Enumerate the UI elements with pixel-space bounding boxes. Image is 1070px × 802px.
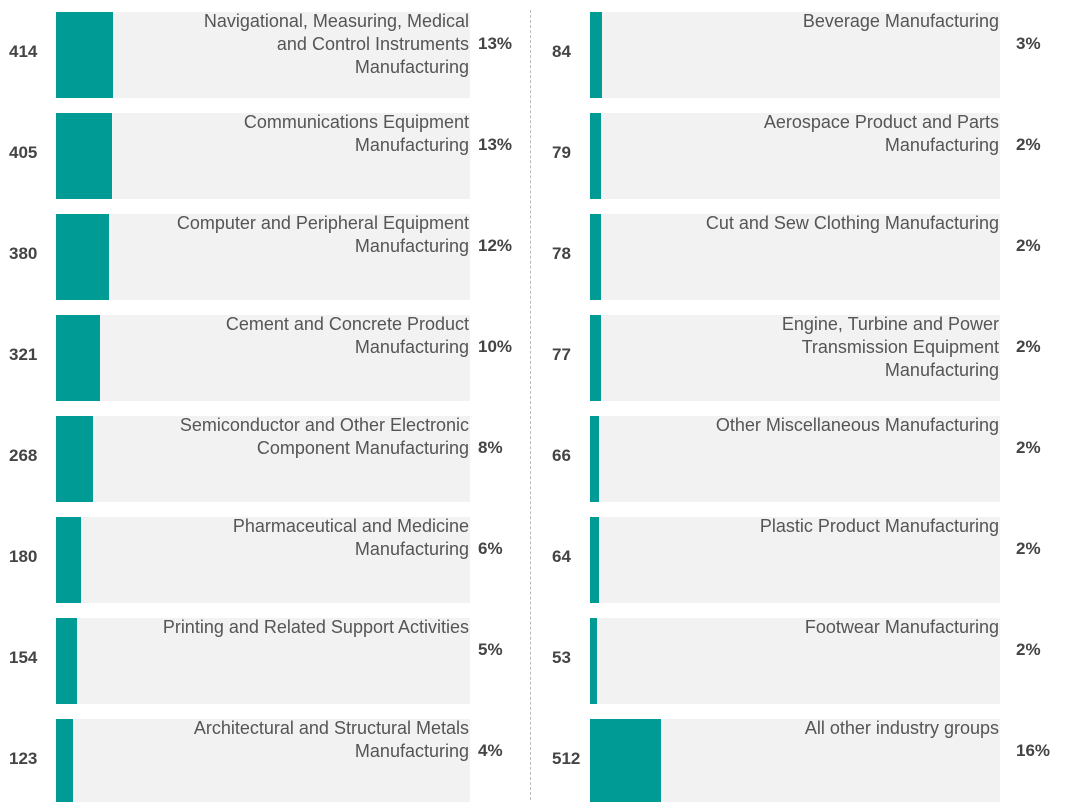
share-label: 13% [478, 135, 513, 154]
category-label: Cement and Concrete Product Manufacturin… [225, 314, 469, 357]
category-label: Semiconductor and Other Electronic Compo… [179, 415, 469, 458]
count-label: 268 [9, 446, 38, 465]
bar [590, 113, 601, 199]
category-label: Computer and Peripheral Equipment Manufa… [176, 213, 469, 256]
share-label: 6% [478, 539, 503, 558]
share-label: 2% [1016, 438, 1041, 457]
count-label: 414 [9, 42, 38, 61]
row-panel [56, 214, 470, 300]
category-label: Cut and Sew Clothing Manufacturing [705, 213, 999, 233]
category-label: Plastic Product Manufacturing [759, 516, 999, 536]
bar [590, 719, 661, 802]
count-label: 79 [552, 143, 571, 162]
bar [590, 12, 602, 98]
row-panel [590, 113, 1000, 199]
count-label: 84 [552, 42, 571, 61]
row-panel [56, 618, 470, 704]
share-label: 2% [1016, 539, 1041, 558]
bar [56, 214, 109, 300]
row-panel [590, 214, 1000, 300]
share-label: 8% [478, 438, 503, 457]
count-label: 180 [9, 547, 38, 566]
share-label: 5% [478, 640, 503, 659]
category-label: Printing and Related Support Activities [162, 617, 469, 637]
count-label: 512 [552, 749, 581, 768]
category-label: Navigational, Measuring, Medical and Con… [203, 11, 469, 77]
share-label: 2% [1016, 236, 1041, 255]
count-label: 405 [9, 143, 38, 162]
bar [590, 517, 599, 603]
share-label: 10% [478, 337, 513, 356]
category-label: Engine, Turbine and Power Transmission E… [781, 314, 999, 380]
category-label: Communications Equipment Manufacturing [243, 112, 469, 155]
share-label: 3% [1016, 34, 1041, 53]
share-label: 2% [1016, 337, 1041, 356]
count-label: 321 [9, 345, 38, 364]
category-label: Beverage Manufacturing [802, 11, 999, 31]
row-panel [56, 113, 470, 199]
count-label: 123 [9, 749, 38, 768]
bar [590, 315, 601, 401]
category-label: All other industry groups [804, 718, 999, 738]
count-label: 154 [9, 648, 38, 667]
row-panel [56, 12, 470, 98]
row-panel [56, 315, 470, 401]
row-panel [56, 719, 470, 802]
bar [56, 12, 114, 98]
category-label: Footwear Manufacturing [804, 617, 999, 637]
bar [56, 618, 78, 704]
category-label: Pharmaceutical and Medicine Manufacturin… [232, 516, 469, 559]
row-panel [590, 618, 1000, 704]
bar [590, 618, 598, 704]
bar [56, 315, 101, 401]
bar [590, 214, 601, 300]
category-label: Aerospace Product and Parts Manufacturin… [763, 112, 999, 155]
row-panel [56, 416, 470, 502]
count-label: 77 [552, 345, 571, 364]
share-label: 4% [478, 741, 503, 760]
count-label: 64 [552, 547, 571, 566]
row-panel [590, 12, 1000, 98]
share-label: 2% [1016, 135, 1041, 154]
bar [590, 416, 600, 502]
column-divider [530, 10, 531, 800]
row-panel [590, 416, 1000, 502]
row-panel [590, 517, 1000, 603]
share-label: 12% [478, 236, 513, 255]
share-label: 16% [1016, 741, 1051, 760]
bar [56, 416, 94, 502]
count-label: 380 [9, 244, 38, 263]
count-label: 53 [552, 648, 571, 667]
share-label: 2% [1016, 640, 1041, 659]
row-panel [56, 517, 470, 603]
category-label: Other Miscellaneous Manufacturing [715, 415, 999, 435]
count-label: 66 [552, 446, 571, 465]
bar [56, 719, 73, 802]
bar [56, 113, 112, 199]
bar [56, 517, 81, 603]
row-panel [590, 315, 1000, 401]
category-label: Architectural and Structural Metals Manu… [193, 718, 469, 761]
share-label: 13% [478, 34, 513, 53]
count-label: 78 [552, 244, 571, 263]
